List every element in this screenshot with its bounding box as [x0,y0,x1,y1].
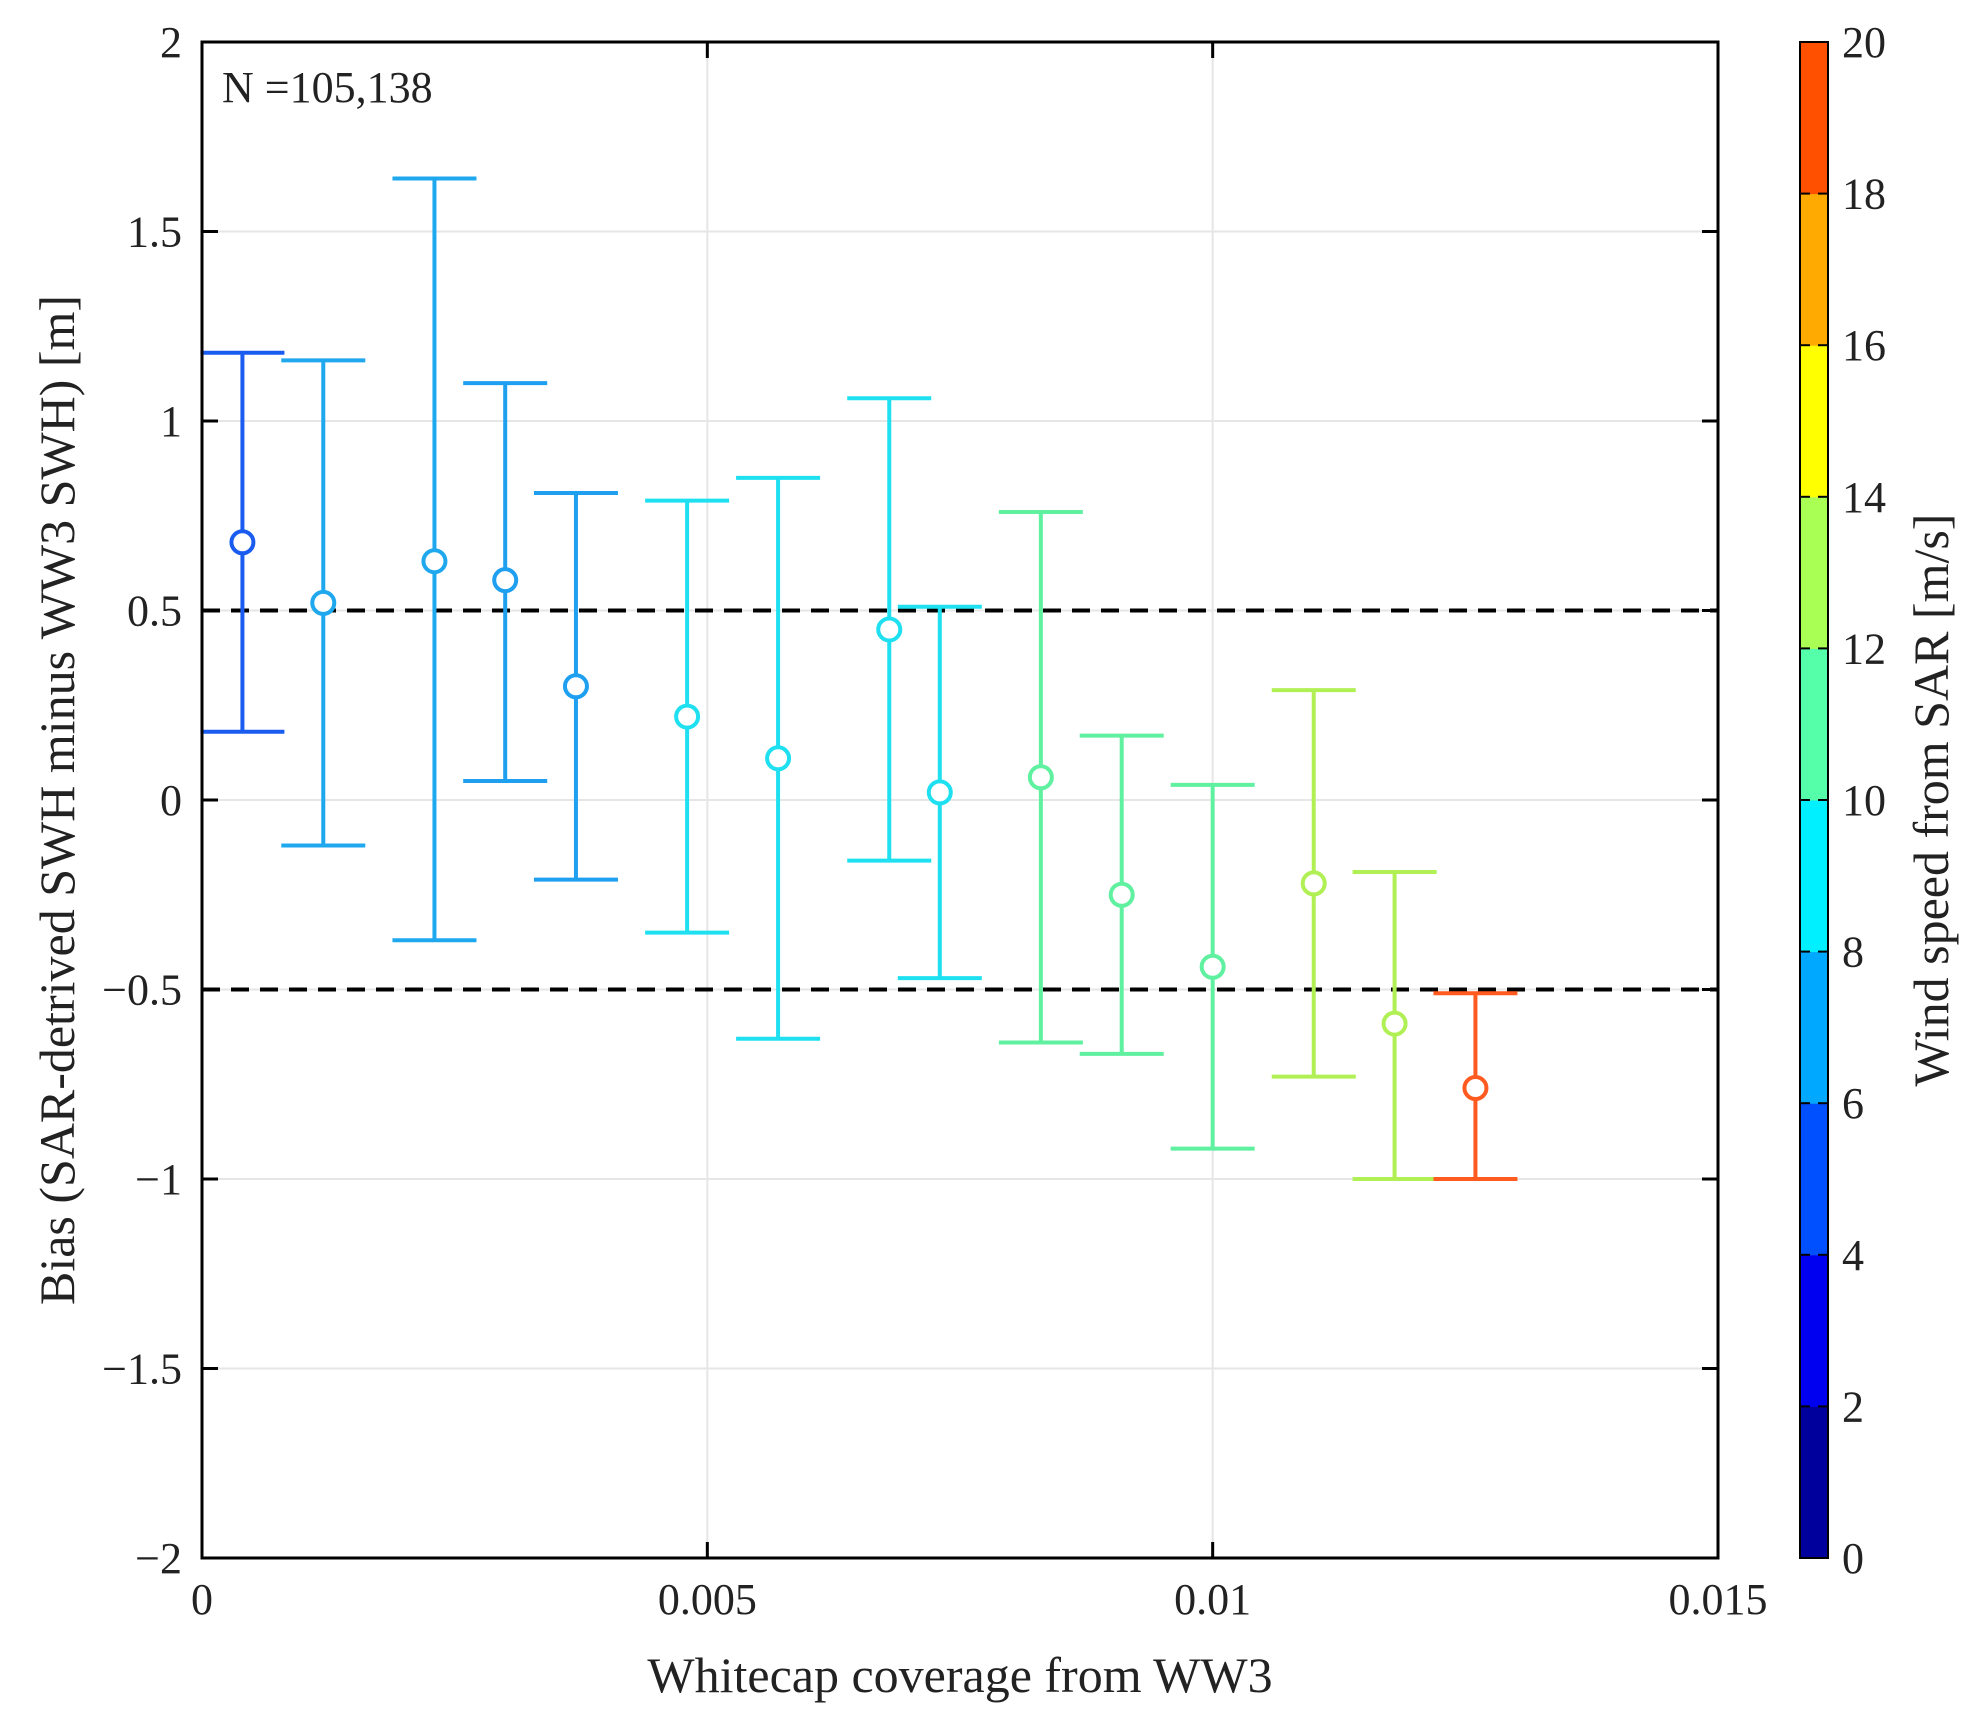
errorbar-point [1079,733,1164,1056]
colorbar-tick-label: 20 [1842,18,1886,67]
colorbar-tick-label: 18 [1842,170,1886,219]
mean-marker [1027,764,1054,791]
x-tick-label: 0 [191,1575,213,1624]
x-axis-title: Whitecap coverage from WW3 [647,1647,1272,1703]
mean-marker [1300,870,1327,897]
x-tick-label: 0.01 [1174,1575,1251,1624]
mean-marker [310,589,337,616]
errorbar-point [1433,991,1518,1181]
colorbar-segment [1800,1406,1828,1559]
x-tick-label: 0.015 [1669,1575,1768,1624]
mean-marker [421,548,448,575]
errorbar-point [463,381,548,784]
colorbar-tick-label: 8 [1842,928,1864,977]
colorbar-tick-label: 12 [1842,624,1886,673]
colorbar-segment [1800,345,1828,498]
y-tick-label: −2 [135,1534,182,1583]
colorbar-tick-label: 10 [1842,776,1886,825]
colorbar: 0 2 4 6 8 10 12 14 16 18 20 [1799,18,1886,1583]
mean-marker [492,567,519,594]
colorbar-tick-label: 4 [1842,1231,1864,1280]
colorbar-tick-label: 0 [1842,1534,1864,1583]
y-tick-label: 0.5 [127,587,182,636]
y-tick-label: 1.5 [127,208,182,257]
errorbar-point [392,176,477,943]
y-axis-title: Bias (SAR-detrived SWH minus WW3 SWH) [m… [29,295,85,1305]
mean-marker [1108,881,1135,908]
colorbar-tick-label: 14 [1842,473,1886,522]
y-tick-label: −1.5 [102,1345,182,1394]
y-tick-label: −0.5 [102,966,182,1015]
errorbar-point [1352,870,1437,1181]
colorbar-segment [1800,800,1828,953]
colorbar-segment [1800,42,1828,195]
mean-marker [765,745,792,772]
colorbar-segment [1800,1254,1828,1407]
errorbar-point [645,498,730,935]
colorbar-title: Wind speed from SAR [m/s] [1903,514,1959,1087]
colorbar-tick-label: 6 [1842,1079,1864,1128]
errorbar-point [847,396,932,863]
errorbar-point [897,604,982,981]
errorbar-point [533,491,618,882]
y-tick-label: 0 [160,776,182,825]
errorbar-point [998,509,1083,1045]
x-tick-label: 0.005 [658,1575,757,1624]
mean-marker [229,529,256,556]
colorbar-segment [1800,951,1828,1104]
mean-marker [1381,1010,1408,1037]
errorbar-point [1170,782,1255,1151]
colorbar-segment [1800,648,1828,801]
sample-count-annotation: N =105,138 [222,63,433,112]
colorbar-tick-label: 2 [1842,1382,1864,1431]
colorbar-segment [1800,1103,1828,1256]
colorbar-segment [1800,193,1828,346]
errorbar-point [281,358,366,848]
errorbar-point [736,475,821,1041]
errorbar-point [200,350,285,734]
colorbar-segment [1800,496,1828,649]
mean-marker [926,779,953,806]
mean-marker [1462,1075,1489,1102]
colorbar-tick-label: 16 [1842,321,1886,370]
mean-marker [674,703,701,730]
mean-marker [1199,953,1226,980]
plot-area: 0 0.005 0.01 0.015 −2 −1.5 −1 −0.5 0 0.5 1 1.5 2 [102,18,1767,1624]
y-tick-label: 2 [160,18,182,67]
mean-marker [876,616,903,643]
y-tick-label: −1 [135,1155,182,1204]
mean-marker [562,673,589,700]
y-tick-label: 1 [160,397,182,446]
errorbar-point [1271,688,1356,1079]
